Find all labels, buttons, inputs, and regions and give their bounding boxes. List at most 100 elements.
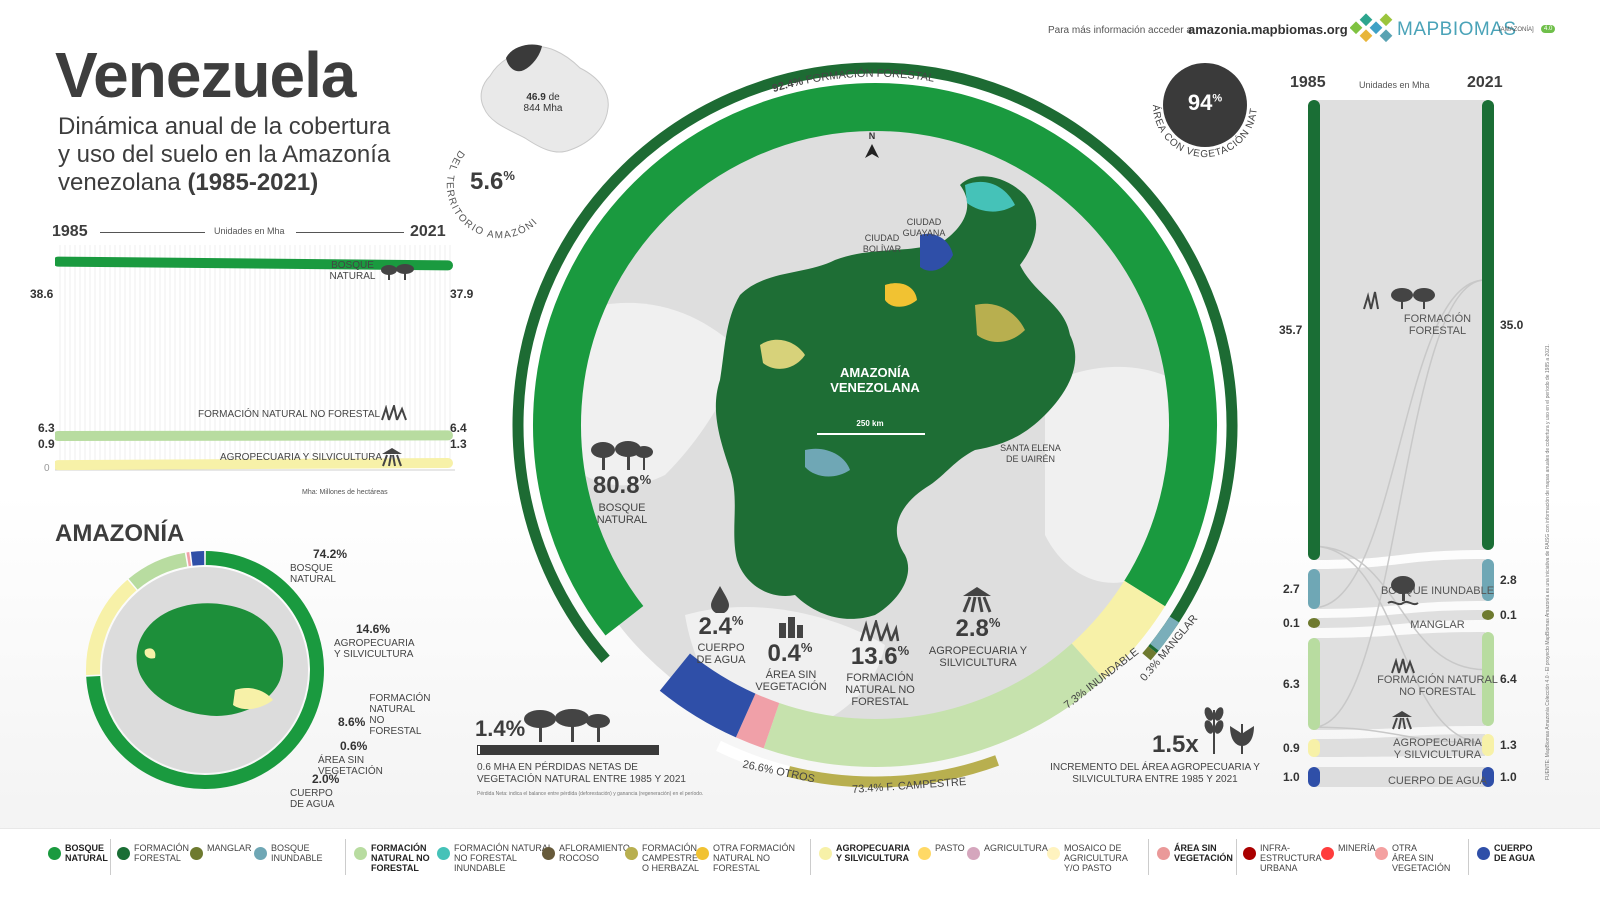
- north-arrow-icon: [865, 144, 879, 158]
- line-footnote: Mha: Millones de hectáreas: [302, 489, 388, 496]
- amazonia-pct: 8.6%: [338, 715, 366, 729]
- sankey-1985-value: 0.1: [1283, 616, 1300, 630]
- sankey-bar-2021-2: [1482, 610, 1494, 620]
- sankey-year-start: 1985: [1290, 74, 1326, 91]
- legend-swatch: [967, 847, 980, 860]
- sankey-bar-1985-1: [1308, 569, 1320, 609]
- sankey-forest-icon: [1363, 288, 1435, 310]
- legend-separator: [110, 839, 111, 875]
- legend-swatch: [254, 847, 267, 860]
- info-prefix: Para más información acceder a:: [1048, 25, 1195, 36]
- increase-value: 1.5x: [1152, 731, 1199, 758]
- line-label-nonforest: FORMACIÓN NATURAL NO FORESTAL: [198, 409, 381, 420]
- sankey-2021-value: 1.0: [1500, 770, 1517, 784]
- sankey-2021-value: 35.0: [1500, 318, 1524, 332]
- line-series-1: [55, 430, 453, 441]
- main-ring-slice-agua: [659, 653, 756, 738]
- amazonia-label-0: 74.2% BOSQUE NATURAL: [290, 547, 348, 585]
- outer-arc-campestre: [787, 755, 999, 788]
- inset-area-de: de: [548, 92, 560, 103]
- agro-farm-icon: [962, 587, 992, 613]
- outer-arc-manglar: [1142, 646, 1157, 661]
- main-ring-segments: [533, 83, 1217, 767]
- legend-bar: BOSQUE NATURAL FORMACIÓN FORESTAL MANGLAR BOS…: [0, 828, 1600, 898]
- legend-swatch: [918, 847, 931, 860]
- legend-item: INFRA- ESTRUCTURA URBANA: [1243, 843, 1322, 873]
- sankey-row-label: CUERPO DE AGUA: [1387, 775, 1488, 787]
- legend-separator: [1148, 839, 1149, 875]
- legend-item: CUERPO DE AGUA: [1477, 843, 1535, 863]
- outer-arc-otros: [716, 740, 791, 777]
- legend-swatch: [48, 847, 61, 860]
- ring-bosque-value: 80.8%: [592, 472, 652, 499]
- sankey-flows: [1312, 100, 1486, 787]
- subtitle-years: (1985-2021): [187, 169, 319, 196]
- line-chart: [55, 245, 455, 471]
- amazonia-label-1: 14.6% AGROPECUARIA Y SILVICULTURA: [334, 622, 415, 660]
- main-ring-slice-nonforest: [763, 643, 1104, 767]
- amazonia-label-3: 0.6% ÁREA SIN VEGETACIÓN: [318, 739, 383, 777]
- sankey-flow-2: [1313, 610, 1485, 628]
- sankey-bar-1985-2: [1308, 618, 1320, 628]
- line-1985-agro: 0.9: [38, 437, 55, 451]
- line-year-start: 1985: [52, 223, 88, 240]
- line-arrow-right: [296, 232, 404, 233]
- page-title: Venezuela: [55, 39, 356, 111]
- sankey-bar-2021-1: [1482, 559, 1494, 601]
- sankey-1985-value: 2.7: [1283, 582, 1300, 596]
- source-note: FUENTE: MapBiomas Amazonía Colección 4.0…: [1545, 343, 1551, 780]
- venezuela-amazon-map: [715, 176, 1076, 619]
- sankey-row-label: MANGLAR: [1410, 619, 1465, 631]
- sankey-cross-flow-3: [1312, 279, 1486, 728]
- legend-item: MANGLAR: [190, 843, 252, 860]
- outer-arc-forest: [512, 62, 1238, 663]
- legend-swatch: [117, 847, 130, 860]
- brand-sub: [AMAZONÍA]: [1499, 27, 1534, 33]
- ring-sinveg-label: ÁREA SIN VEGETACIÓN: [755, 669, 827, 693]
- sankey-row-label: AGROPECUARIA Y SILVICULTURA: [1393, 737, 1482, 761]
- sankey-bar-1985-4: [1308, 739, 1320, 757]
- sankey-1985-value: 0.9: [1283, 741, 1300, 755]
- page-subtitle: Dinámica anual de la cobertura y uso del…: [58, 113, 418, 197]
- legend-swatch: [696, 847, 709, 860]
- amazonia-slice-0: [86, 551, 324, 789]
- loss-text: 0.6 MHA EN PÉRDIDAS NETAS DE VEGETACIÓN N…: [477, 762, 686, 785]
- loss-bar-fill: [477, 745, 481, 755]
- sankey-1985-value: 35.7: [1279, 323, 1303, 337]
- inset-share-value: 5.6%: [470, 168, 515, 195]
- main-ring-slice-agro: [1071, 580, 1166, 680]
- neighbour-land-west: [560, 302, 745, 486]
- bosque-tree-icon: [591, 441, 653, 470]
- legend-swatch: [354, 847, 367, 860]
- amazonia-pct: 74.2%: [313, 547, 348, 561]
- legend-swatch: [1157, 847, 1170, 860]
- city-santa-elena-label: SANTA ELENA DE UAIRÉN: [1000, 443, 1061, 464]
- legend-swatch: [1047, 847, 1060, 860]
- legend-item: FORMACIÓN FORESTAL: [117, 843, 189, 863]
- line-zero-tick: 0: [44, 463, 50, 474]
- amazonia-slice-1: [86, 579, 137, 676]
- ring-agro-label: AGROPECUARIA Y SILVICULTURA: [928, 645, 1028, 669]
- sankey-2021-value: 2.8: [1500, 573, 1517, 587]
- sankey-row-label: FORMACIÓN NATURAL NO FORESTAL: [1377, 674, 1498, 698]
- inset-area-total: 844 Mha: [523, 103, 563, 114]
- line-2021-forest: 37.9: [450, 287, 474, 301]
- sankey-2021-value: 1.3: [1500, 738, 1517, 752]
- ring-nonforest-value: 13.6%: [850, 643, 910, 670]
- legend-item: BOSQUE NATURAL: [48, 843, 108, 863]
- line-2021-nonforest: 6.4: [450, 421, 467, 435]
- map-scale-bar: [817, 433, 925, 435]
- sankey-2021-value: 0.1: [1500, 608, 1517, 622]
- brand-name: MAPBIOMAS: [1397, 19, 1517, 40]
- legend-item: ÁREA SIN VEGETACIÓN: [1157, 843, 1233, 863]
- legend-item: OTRA FORMACIÓN NATURAL NO FORESTAL: [696, 843, 795, 873]
- legend-swatch: [1243, 847, 1256, 860]
- map-scale-label: 250 km: [856, 419, 884, 428]
- legend-swatch: [190, 847, 203, 860]
- map-region-label: AMAZONÍA VENEZOLANA: [830, 365, 920, 395]
- info-url-link[interactable]: amazonia.mapbiomas.org: [1188, 22, 1348, 37]
- mapbiomas-logo-icon: [1350, 13, 1393, 43]
- sankey-cross-flow-1: [1312, 726, 1486, 744]
- sankey-bar-2021-0: [1482, 100, 1494, 550]
- sankey-flow-4: [1313, 734, 1485, 757]
